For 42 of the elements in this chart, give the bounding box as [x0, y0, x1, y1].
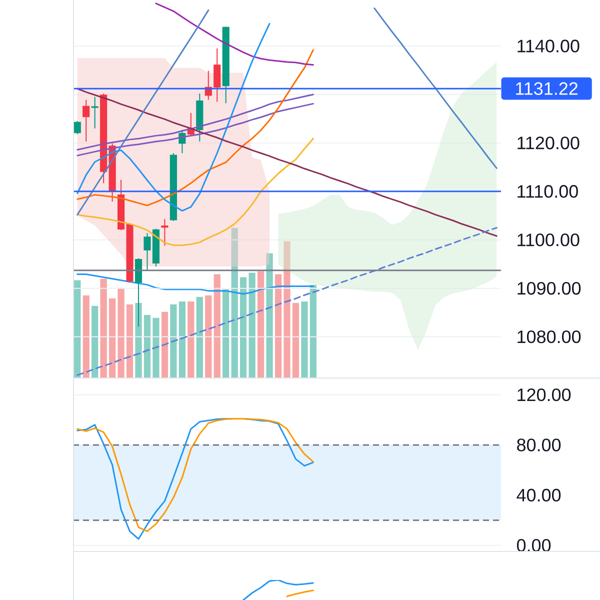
bar — [196, 296, 203, 378]
bar — [108, 298, 116, 378]
y-tick-label: 80.00 — [517, 438, 561, 452]
bar — [284, 241, 290, 378]
bar — [240, 277, 247, 378]
bar — [152, 318, 160, 378]
y-tick-label: 1090.00 — [518, 282, 581, 295]
candlestick — [161, 218, 168, 246]
bar — [231, 228, 238, 378]
bar — [274, 274, 282, 378]
bar — [248, 272, 256, 378]
bar — [100, 278, 107, 378]
y-tick-label: 120.00 — [518, 388, 571, 402]
bar — [74, 280, 81, 378]
y-tick-label: 40.00 — [516, 488, 561, 502]
bar — [144, 314, 151, 378]
bar — [257, 271, 264, 378]
bar — [92, 306, 98, 378]
y-tick-label: 1110.00 — [518, 185, 578, 198]
bar — [126, 304, 134, 378]
bar — [118, 288, 124, 378]
candlestick — [82, 99, 90, 142]
bar — [82, 295, 90, 378]
bar — [205, 295, 212, 378]
bar — [214, 274, 220, 378]
bar — [161, 312, 168, 378]
ref-line-label: 1131.22 — [516, 82, 578, 95]
bar — [222, 289, 230, 378]
bar — [266, 253, 273, 378]
y-tick-label: 1080.00 — [518, 330, 581, 344]
candlestick — [74, 120, 81, 135]
bar — [188, 301, 194, 378]
y-tick-label: 1140.00 — [518, 40, 580, 52]
y-tick-label: 1120.00 — [518, 136, 580, 150]
bar — [310, 284, 317, 378]
y-tick-label: 1100.00 — [518, 234, 580, 246]
candlestick — [91, 96, 98, 129]
bar — [178, 301, 186, 378]
bar — [301, 301, 308, 378]
bar — [170, 304, 177, 378]
bar — [135, 302, 142, 378]
bar — [292, 302, 300, 378]
